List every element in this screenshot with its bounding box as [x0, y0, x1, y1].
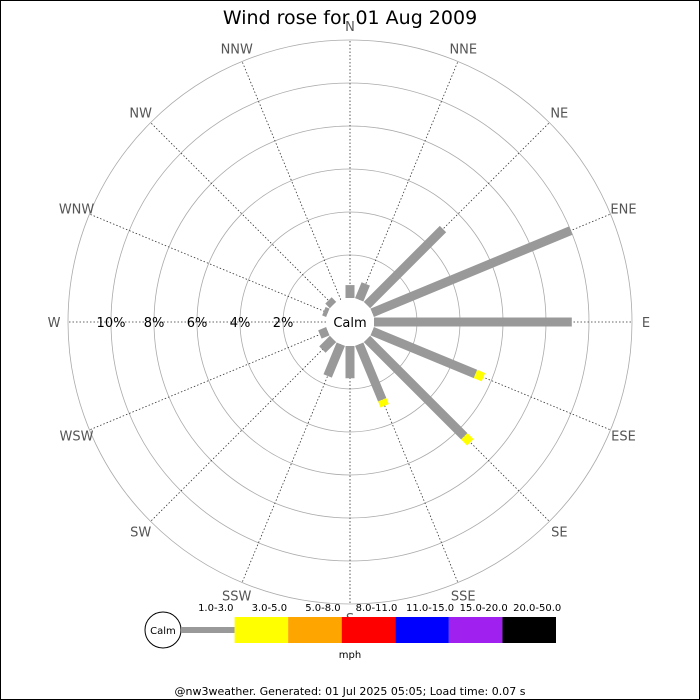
legend-label-15.0-20.0: 15.0-20.0 — [460, 603, 508, 614]
legend-swatch-5.0-8.0 — [288, 617, 342, 643]
legend-swatch-15.0-20.0 — [448, 617, 503, 643]
direction-label-ne: NE — [550, 107, 568, 122]
direction-label-e: E — [642, 316, 650, 331]
bar-sse-1.0-3.0 — [355, 342, 387, 402]
footer-text: @nw3weather. Generated: 01 Jul 2025 05:0… — [175, 685, 526, 698]
spoke-nnw — [241, 61, 342, 300]
wind-bars — [318, 225, 573, 446]
direction-label-ssw: SSW — [222, 589, 252, 604]
spoke-nne — [358, 61, 459, 300]
bar-sse-3.0-5.0 — [378, 398, 389, 408]
direction-label-sw: SW — [130, 525, 151, 540]
legend-label-8.0-11.0: 8.0-11.0 — [356, 603, 398, 614]
direction-label-wsw: WSW — [60, 429, 94, 444]
speed-legend: Calm 1.0-3.0 3.0-5.0 5.0-8.0 8.0-11.0 11.0-15… — [144, 603, 561, 661]
bar-sw-1.0-3.0 — [319, 335, 337, 353]
bar-ene-1.0-3.0 — [370, 226, 573, 317]
direction-labels: NNNENEENEEESESESSESSSWSWWSWWWNWNWNNW — [48, 20, 651, 627]
direction-label-ene: ENE — [610, 203, 636, 218]
spoke-wnw — [89, 213, 328, 314]
spoke-sw — [150, 338, 334, 522]
direction-label-nne: NNE — [449, 43, 477, 58]
legend-label-1.0-3.0: 1.0-3.0 — [198, 603, 233, 614]
legend-calm-label: Calm — [150, 626, 176, 637]
radial-tick-6: 6% — [187, 316, 208, 331]
bar-nw-1.0-3.0 — [325, 297, 337, 309]
direction-label-nnw: NNW — [221, 43, 253, 58]
legend-swatch-20.0-50.0 — [502, 617, 556, 643]
bar-ese-3.0-5.0 — [473, 369, 486, 382]
direction-label-se: SE — [551, 525, 567, 540]
legend-swatch-1.0-3.0 — [181, 627, 235, 633]
chart-title: Wind rose for 01 Aug 2009 — [223, 7, 477, 29]
bar-se-3.0-5.0 — [461, 433, 474, 446]
legend-label-20.0-50.0: 20.0-50.0 — [513, 603, 561, 614]
radial-tick-4: 4% — [230, 316, 251, 331]
direction-label-sse: SSE — [451, 589, 476, 604]
grid-ring-outer — [67, 39, 633, 605]
direction-label-w: W — [48, 316, 61, 331]
calm-label: Calm — [333, 316, 366, 331]
bar-se-1.0-3.0 — [363, 335, 468, 440]
direction-label-nw: NW — [129, 107, 152, 122]
bar-ne-1.0-3.0 — [363, 225, 447, 309]
direction-label-wnw: WNW — [59, 203, 95, 218]
radial-tick-8: 8% — [144, 316, 165, 331]
radial-tick-labels: 2% 4% 6% 8% 10% — [97, 316, 294, 331]
direction-label-n: N — [345, 20, 355, 35]
bar-wnw-1.0-3.0 — [322, 307, 330, 317]
direction-label-ese: ESE — [611, 429, 636, 444]
legend-unit: mph — [339, 650, 361, 661]
bar-nne-1.0-3.0 — [355, 282, 370, 302]
spoke-ssw — [241, 344, 342, 583]
calm-center: Calm — [326, 298, 374, 346]
bar-ssw-1.0-3.0 — [323, 342, 345, 378]
radial-tick-10: 10% — [97, 316, 126, 331]
radial-tick-2: 2% — [273, 316, 294, 331]
bar-ese-1.0-3.0 — [370, 327, 478, 379]
bar-wsw-1.0-3.0 — [318, 327, 330, 339]
spoke-wsw — [89, 330, 328, 431]
legend-label-11.0-15.0: 11.0-15.0 — [406, 603, 454, 614]
legend-swatch-3.0-5.0 — [234, 617, 289, 643]
legend-label-3.0-5.0: 3.0-5.0 — [252, 603, 287, 614]
legend-label-5.0-8.0: 5.0-8.0 — [305, 603, 340, 614]
spoke-nw — [150, 122, 334, 306]
legend-swatch-11.0-15.0 — [395, 617, 449, 643]
legend-swatch-8.0-11.0 — [341, 617, 396, 643]
